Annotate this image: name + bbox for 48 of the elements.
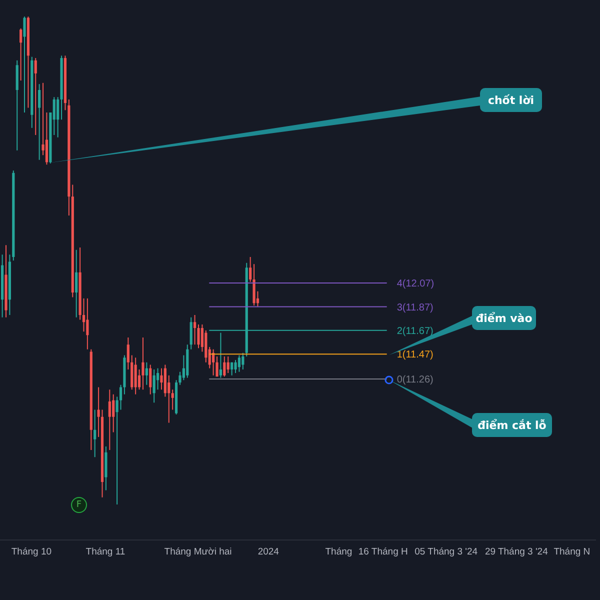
candlestick: [171, 389, 174, 410]
candlestick: [126, 337, 130, 370]
candlestick: [45, 112, 48, 166]
candlestick: [160, 368, 163, 390]
ref-line-label: 2(11.67): [396, 326, 434, 337]
letter-circle-icon: F: [71, 497, 87, 513]
x-tick-label: 05 Tháng 3 '24: [414, 546, 478, 558]
candlestick: [190, 316, 192, 350]
annotation: điểm vào: [476, 311, 533, 325]
x-tick-label: 16 Tháng H: [358, 546, 408, 558]
annotation: điểm cắt lỗ: [478, 418, 547, 432]
candlestick: [156, 368, 160, 390]
x-tick-label: Tháng: [325, 546, 352, 558]
candlestick: [219, 332, 222, 378]
candlestick: [145, 362, 148, 386]
candlestick: [108, 389, 111, 450]
candlestick: [20, 28, 22, 82]
candlestick: [152, 368, 156, 404]
ref-line-label: 0(11.26): [396, 374, 434, 386]
x-tick-label: Tháng N: [554, 546, 590, 558]
candlestick: [112, 394, 115, 433]
annotation: chốt lời: [488, 94, 534, 107]
candlestick: [193, 314, 196, 346]
candlestick: [86, 298, 89, 350]
candlestick: [97, 386, 100, 438]
candlestick: [223, 356, 226, 378]
x-tick-label: 29 Tháng 3 '24: [484, 546, 548, 558]
x-tick-label: Tháng 11: [86, 546, 126, 558]
candlestick: [230, 362, 234, 376]
candlestick: [116, 396, 118, 505]
candlestick: [242, 352, 244, 370]
candlestick: [134, 357, 137, 395]
candlestick: [34, 58, 37, 136]
candlestick: [142, 337, 144, 390]
candlestick: [38, 84, 41, 160]
candlestick: [238, 354, 241, 372]
x-tick-label: Tháng Mười hai: [164, 546, 232, 558]
candlestick: [234, 360, 237, 374]
candlestick: [226, 356, 230, 374]
candlestick: [149, 364, 152, 395]
x-tick-label: Tháng 10: [11, 546, 52, 558]
candlestick: [94, 409, 96, 458]
x-tick-label: 2024: [258, 546, 279, 558]
candlestick: [75, 249, 78, 318]
ref-line-label: 3(11.87): [396, 302, 434, 314]
candlestick: [23, 16, 26, 113]
ref-line-label: 1(11.47): [396, 350, 434, 361]
ref-line-label: 4(12.07): [396, 278, 434, 290]
